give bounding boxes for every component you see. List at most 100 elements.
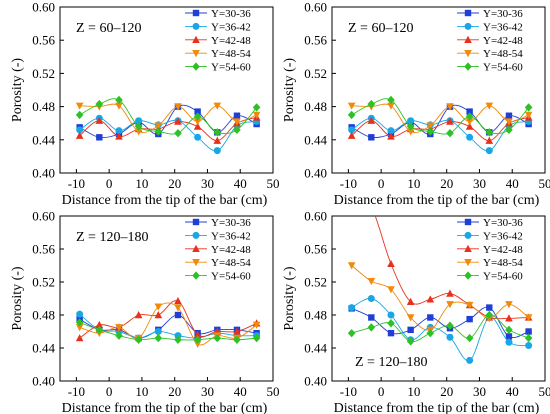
legend-label: Y=54-60 xyxy=(483,62,523,74)
y-tick-label: 0.44 xyxy=(304,341,327,356)
data-point xyxy=(134,128,143,136)
legend-label: Y=36-42 xyxy=(211,230,251,242)
legend-marker xyxy=(464,9,472,17)
data-point xyxy=(486,304,493,311)
legend-marker xyxy=(192,271,200,280)
chart-panel-4: -10 0 10 20 30 40 50 0.40 0.44 0.48 0.52 0.56 0.60 Di… xyxy=(282,209,550,414)
plot-frame xyxy=(59,215,274,382)
series-line xyxy=(351,103,529,134)
y-axis-label: Porosity (-) xyxy=(282,58,297,123)
data-point xyxy=(407,117,415,125)
x-tick-label: -10 xyxy=(340,176,357,191)
x-tick-label: 20 xyxy=(168,176,181,191)
legend-marker xyxy=(192,22,200,30)
data-point xyxy=(115,132,123,140)
data-point xyxy=(505,125,513,135)
series-line xyxy=(374,216,529,320)
data-point xyxy=(347,131,356,139)
x-tick-label: 40 xyxy=(234,176,247,191)
panel-annotation: Z = 60–120 xyxy=(348,21,413,36)
data-point xyxy=(446,103,454,111)
data-point xyxy=(465,333,474,343)
series-line xyxy=(79,302,257,346)
data-point xyxy=(485,128,494,137)
data-point xyxy=(193,335,202,344)
data-point xyxy=(154,328,162,335)
data-point xyxy=(75,334,84,342)
y-tick-label: 0.52 xyxy=(32,275,55,290)
legend-marker xyxy=(192,218,200,226)
legend-marker xyxy=(464,35,472,43)
legend-marker xyxy=(464,259,472,267)
x-axis-label: Distance from the tip of the bar (cm) xyxy=(62,401,268,414)
data-point xyxy=(233,112,241,119)
data-point xyxy=(367,323,376,332)
data-point xyxy=(134,311,143,319)
data-point xyxy=(174,304,182,312)
x-tick-label: 10 xyxy=(135,384,148,399)
legend-marker xyxy=(464,244,472,252)
x-tick-label: 50 xyxy=(539,176,550,191)
legend-label: Y=42-48 xyxy=(483,244,523,256)
legend-marker xyxy=(192,62,200,71)
data-point xyxy=(485,102,494,110)
data-point xyxy=(446,117,454,125)
data-point xyxy=(387,102,395,110)
x-tick-label: -10 xyxy=(68,384,85,399)
x-tick-label: 30 xyxy=(473,176,486,191)
data-point xyxy=(465,118,474,126)
legend: Y=30-36Y=36-42 Y=42-48Y=48-54 Y=54-60 xyxy=(185,217,251,283)
legend: Y=30-36Y=36-42 Y=42-48Y=48-54 Y=54-60 xyxy=(457,8,523,74)
chart-panel-3: -10 0 10 20 30 40 50 0.40 0.44 0.48 0.52 0.56 0.60 Di… xyxy=(10,209,280,414)
data-point xyxy=(213,333,222,343)
series-group xyxy=(75,95,261,155)
data-point xyxy=(96,134,103,141)
y-tick-label: 0.56 xyxy=(32,242,55,257)
legend-marker xyxy=(464,271,472,280)
y-tick-label: 0.40 xyxy=(32,374,55,389)
legend-label: Y=30-36 xyxy=(211,8,251,20)
legend-marker xyxy=(464,231,472,239)
data-point xyxy=(233,327,241,335)
y-axis-label: Porosity (-) xyxy=(10,266,25,331)
data-point xyxy=(367,277,376,286)
legend-label: Y=48-54 xyxy=(483,257,523,269)
data-point xyxy=(485,147,493,155)
x-tick-label: 0 xyxy=(378,384,385,399)
data-point xyxy=(154,127,163,136)
data-point xyxy=(387,132,395,140)
data-point xyxy=(95,325,104,335)
y-tick-label: 0.56 xyxy=(32,33,55,48)
data-point xyxy=(426,127,435,136)
data-point xyxy=(75,131,84,139)
series-line xyxy=(79,104,257,139)
plot-frame xyxy=(59,6,274,174)
data-point xyxy=(466,133,474,141)
data-point xyxy=(426,295,435,303)
data-point xyxy=(466,108,473,115)
legend: Y=30-36Y=36-42 Y=42-48Y=48-54 Y=54-60 xyxy=(457,217,523,283)
data-point xyxy=(466,315,473,323)
data-point xyxy=(446,128,454,138)
legend-label: Y=54-60 xyxy=(483,271,523,283)
x-axis-label: Distance from the tip of the bar (cm) xyxy=(334,401,540,414)
data-point xyxy=(524,111,533,119)
series-line xyxy=(351,104,529,139)
y-axis-label: Porosity (-) xyxy=(10,58,25,123)
panel-annotation: Z = 120–180 xyxy=(76,230,148,245)
x-tick-label: -10 xyxy=(340,384,357,399)
panel-annotation: Z = 120–180 xyxy=(355,355,427,370)
data-point xyxy=(252,103,261,112)
data-point xyxy=(233,125,241,135)
x-tick-label: -10 xyxy=(68,176,85,191)
data-point xyxy=(76,126,84,134)
data-point xyxy=(426,122,435,130)
legend-marker xyxy=(192,35,200,43)
data-point xyxy=(95,99,104,109)
y-tick-label: 0.60 xyxy=(32,209,55,224)
x-tick-label: 0 xyxy=(106,384,113,399)
data-point xyxy=(427,314,434,321)
y-tick-label: 0.44 xyxy=(304,132,327,147)
y-tick-label: 0.44 xyxy=(32,132,55,147)
legend-marker xyxy=(192,259,200,267)
